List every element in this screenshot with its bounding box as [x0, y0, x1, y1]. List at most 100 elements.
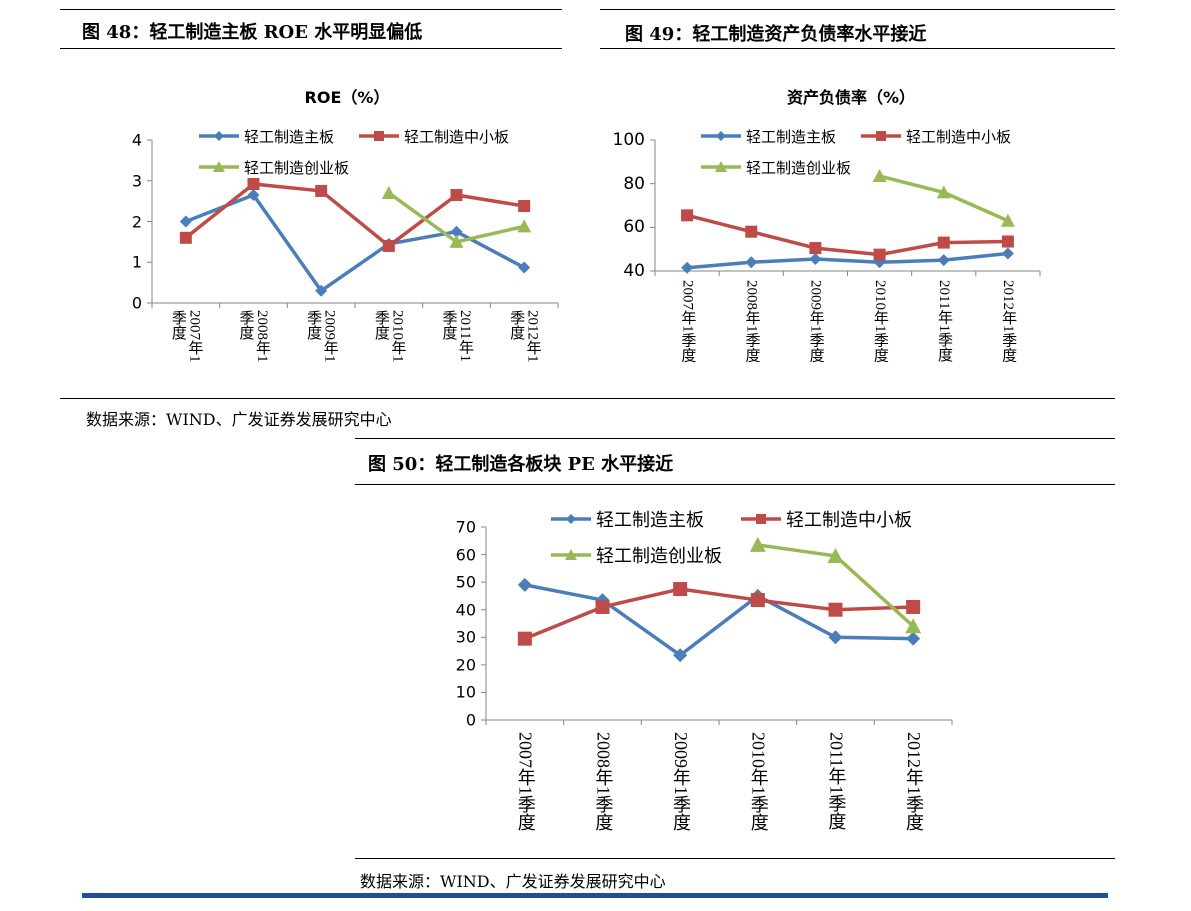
x-tick-label: 2010年1季度 [372, 310, 406, 363]
diamond-legend-icon [199, 131, 239, 141]
figure-50-title: 图 50：轻工制造各板块 PE 水平接近 [368, 454, 674, 475]
legend-marker [876, 131, 886, 141]
x-tick-label: 2011年1季度 [936, 280, 952, 362]
source-note-bottom: 数据来源：WIND、广发证券发展研究中心 [360, 872, 666, 891]
data-point [937, 236, 950, 249]
legend-marker [374, 131, 384, 141]
legend-marker [715, 161, 727, 172]
legend-item: 轻工制造创业板 [198, 157, 349, 178]
y-tick-label: 40 [455, 600, 476, 620]
data-point [681, 261, 694, 274]
y-tick-label: 100 [612, 130, 645, 150]
legend-marker [214, 131, 224, 141]
x-tick-label: 2009年1季度 [305, 310, 338, 363]
divider [355, 438, 1115, 439]
data-point [517, 219, 532, 233]
x-tick-label: 2008年1季度 [237, 310, 271, 363]
triangle-legend-icon [199, 161, 239, 172]
divider [60, 9, 562, 10]
legend-label: 轻工制造中小板 [404, 127, 510, 146]
y-tick-label: 4 [131, 130, 142, 150]
legend-marker [565, 549, 577, 561]
x-tick-label: 2010年1季度 [748, 732, 769, 831]
data-point [247, 178, 260, 191]
square-legend-icon [359, 131, 399, 141]
y-tick-label: 0 [131, 293, 142, 313]
x-tick-label: 2007年1季度 [679, 280, 696, 363]
y-tick-label: 60 [623, 217, 645, 238]
square-legend-icon [741, 514, 781, 525]
data-point [1001, 235, 1014, 248]
data-point [749, 536, 766, 552]
data-point [450, 225, 463, 238]
series-line [524, 583, 914, 657]
data-point [906, 631, 921, 646]
legend-marker [213, 161, 225, 172]
y-tick-label: 2 [131, 212, 142, 231]
data-point [745, 225, 758, 238]
legend-label: 轻工制造创业板 [596, 546, 722, 568]
data-point [449, 234, 464, 248]
data-point [315, 184, 328, 197]
x-tick-label: 2008年1季度 [593, 732, 614, 831]
divider [355, 484, 1115, 485]
x-tick-label: 2008年1季度 [743, 280, 760, 363]
data-point [179, 231, 192, 244]
data-point [450, 189, 463, 202]
y-tick-label: 10 [455, 682, 476, 702]
y-tick-label: 3 [131, 171, 142, 191]
data-point [872, 169, 887, 183]
x-tick-label: 2012年1季度 [904, 732, 925, 831]
y-tick-label: 50 [455, 572, 476, 592]
x-tick-label: 2011年1季度 [440, 310, 474, 362]
y-tick-label: 80 [623, 173, 645, 194]
figure-48-title: 图 48：轻工制造主板 ROE 水平明显偏低 [82, 22, 423, 43]
data-point [247, 189, 260, 202]
data-point [750, 593, 765, 608]
legend-item: 轻工制造中小板 [740, 506, 912, 532]
y-tick-label: 20 [455, 655, 476, 675]
series-line [185, 193, 525, 293]
data-point [745, 256, 758, 269]
source-note-top: 数据来源：WIND、广发证券发展研究中心 [86, 410, 392, 429]
y-tick-label: 30 [455, 627, 476, 647]
y-tick-label: 40 [623, 261, 645, 281]
divider [60, 48, 562, 49]
x-tick-label: 2007年1季度 [169, 310, 203, 363]
diamond-legend-icon [701, 131, 741, 141]
series-line [184, 182, 525, 248]
data-point [673, 648, 688, 663]
legend-item: 轻工制造创业板 [550, 542, 722, 568]
x-tick-label: 2009年1季度 [807, 280, 824, 363]
figure-49-title: 图 49：轻工制造资产负债率水平接近 [625, 24, 927, 45]
legend-label: 轻工制造创业板 [746, 158, 852, 177]
y-tick-label: 0 [465, 710, 476, 730]
legend-item: 轻工制造中小板 [860, 126, 1011, 147]
legend-label: 轻工制造中小板 [906, 127, 1012, 146]
data-point [828, 602, 843, 617]
chart-49-title: 资产负债率（%） [786, 88, 916, 107]
legend-label: 轻工制造主板 [244, 127, 335, 146]
data-point [905, 618, 922, 634]
legend-item: 轻工制造中小板 [358, 126, 509, 147]
data-point [809, 242, 822, 255]
x-tick-label: 2012年1季度 [1000, 280, 1017, 363]
series-line [686, 213, 1008, 257]
data-point [382, 239, 395, 252]
data-point [1001, 247, 1014, 260]
y-tick-label: 60 [455, 545, 476, 565]
legend-item: 轻工制造主板 [700, 126, 836, 147]
data-point [673, 582, 688, 597]
legend-item: 轻工制造主板 [198, 126, 334, 147]
data-point [937, 254, 950, 267]
y-tick-label: 1 [131, 252, 142, 272]
data-point [381, 185, 396, 199]
divider [600, 48, 1115, 49]
data-point [906, 599, 921, 614]
legend-label: 轻工制造主板 [746, 127, 837, 146]
legend-label: 轻工制造中小板 [786, 510, 912, 532]
data-point [315, 284, 328, 297]
divider [600, 9, 1115, 10]
legend-item: 轻工制造创业板 [700, 157, 851, 178]
data-point [809, 252, 822, 265]
